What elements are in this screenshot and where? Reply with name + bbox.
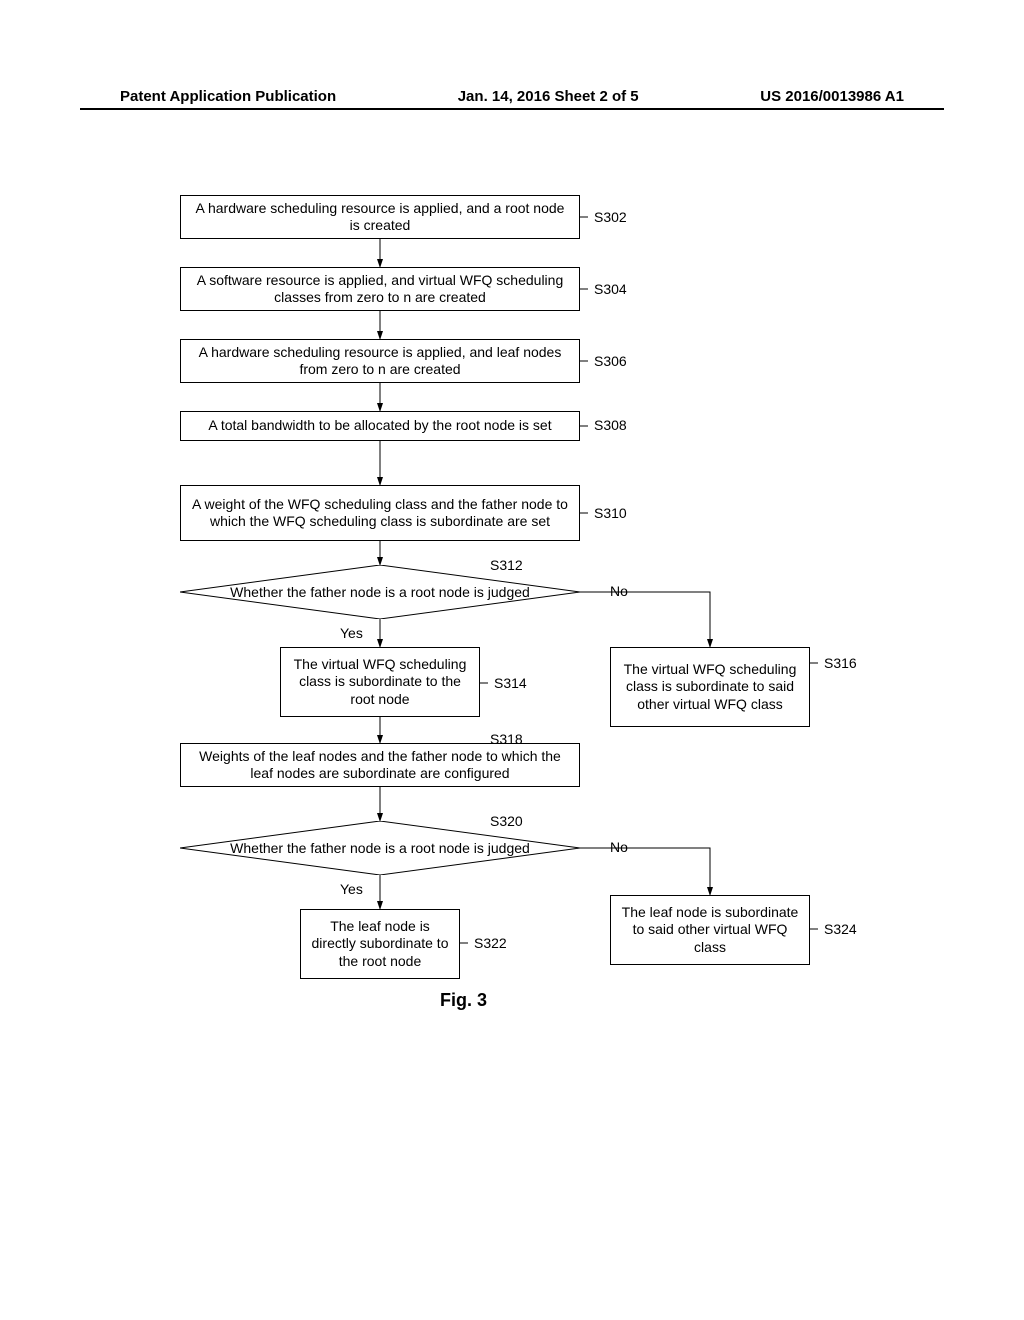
header-rule bbox=[80, 108, 944, 110]
step-text: The virtual WFQ scheduling class is subo… bbox=[289, 656, 471, 709]
step-label-s312: S312 bbox=[490, 557, 523, 573]
step-s322: The leaf node is directly subordinate to… bbox=[300, 909, 460, 979]
step-label-s318: S318 bbox=[490, 731, 523, 747]
step-label-s310: S310 bbox=[594, 505, 627, 521]
step-s310: A weight of the WFQ scheduling class and… bbox=[180, 485, 580, 541]
step-label-s320: S320 bbox=[490, 813, 523, 829]
edge-yes-2: Yes bbox=[340, 881, 363, 897]
step-text: A total bandwidth to be allocated by the… bbox=[208, 417, 551, 435]
step-text: A weight of the WFQ scheduling class and… bbox=[189, 496, 571, 531]
step-label-s322: S322 bbox=[474, 935, 507, 951]
header-right: US 2016/0013986 A1 bbox=[760, 88, 904, 105]
step-text: The leaf node is subordinate to said oth… bbox=[619, 904, 801, 957]
header-center: Jan. 14, 2016 Sheet 2 of 5 bbox=[458, 88, 639, 105]
step-s308: A total bandwidth to be allocated by the… bbox=[180, 411, 580, 441]
step-label-s308: S308 bbox=[594, 417, 627, 433]
step-s306: A hardware scheduling resource is applie… bbox=[180, 339, 580, 383]
step-s314: The virtual WFQ scheduling class is subo… bbox=[280, 647, 480, 717]
step-text: A hardware scheduling resource is applie… bbox=[189, 200, 571, 235]
decision-text: Whether the father node is a root node i… bbox=[230, 584, 530, 601]
step-text: A hardware scheduling resource is applie… bbox=[189, 344, 571, 379]
step-s304: A software resource is applied, and virt… bbox=[180, 267, 580, 311]
flowchart-fig3: A hardware scheduling resource is applie… bbox=[170, 195, 890, 1195]
step-s302: A hardware scheduling resource is applie… bbox=[180, 195, 580, 239]
step-label-s324: S324 bbox=[824, 921, 857, 937]
step-text: A software resource is applied, and virt… bbox=[189, 272, 571, 307]
decision-s312: Whether the father node is a root node i… bbox=[180, 565, 580, 619]
step-text: Weights of the leaf nodes and the father… bbox=[189, 748, 571, 783]
step-s324: The leaf node is subordinate to said oth… bbox=[610, 895, 810, 965]
edge-yes-1: Yes bbox=[340, 625, 363, 641]
step-label-s302: S302 bbox=[594, 209, 627, 225]
step-text: The virtual WFQ scheduling class is subo… bbox=[619, 661, 801, 714]
decision-text: Whether the father node is a root node i… bbox=[230, 840, 530, 857]
header-left: Patent Application Publication bbox=[120, 88, 336, 105]
step-text: The leaf node is directly subordinate to… bbox=[309, 918, 451, 971]
step-label-s316: S316 bbox=[824, 655, 857, 671]
step-label-s304: S304 bbox=[594, 281, 627, 297]
decision-s320: Whether the father node is a root node i… bbox=[180, 821, 580, 875]
edge-no-1: No bbox=[610, 583, 628, 599]
figure-caption: Fig. 3 bbox=[440, 990, 487, 1011]
edge-no-2: No bbox=[610, 839, 628, 855]
step-label-s306: S306 bbox=[594, 353, 627, 369]
step-s316: The virtual WFQ scheduling class is subo… bbox=[610, 647, 810, 727]
step-label-s314: S314 bbox=[494, 675, 527, 691]
step-s318: Weights of the leaf nodes and the father… bbox=[180, 743, 580, 787]
